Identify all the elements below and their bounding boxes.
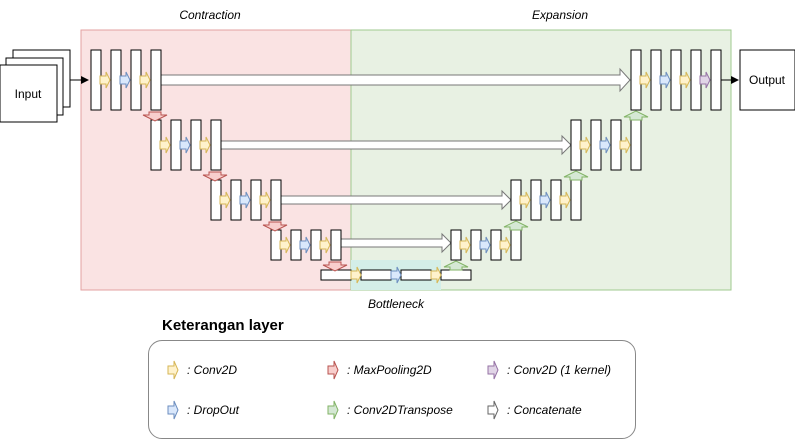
dropout-arrow: [299, 236, 311, 254]
feature-map: [510, 229, 522, 261]
input-stack: Input: [0, 49, 71, 123]
feature-map: [150, 49, 162, 111]
conv2d-arrow: [579, 136, 591, 154]
maxpooling-arrow: [262, 221, 288, 232]
maxpooling-arrow: [322, 261, 348, 272]
conv2d-arrow: [639, 71, 651, 89]
dropout-arrow: [599, 136, 611, 154]
conv2d-1kernel-arrow: [699, 71, 711, 89]
conv2d-arrow: [350, 266, 362, 284]
layer-arrows: [99, 71, 711, 284]
feature-map: [630, 119, 642, 171]
conv2d-arrow: [199, 136, 211, 154]
dropout-arrow: [659, 71, 671, 89]
feature-map: [570, 179, 582, 221]
legend-box: [148, 340, 636, 439]
conv2d-arrow: [499, 236, 511, 254]
conv2d-arrow: [459, 236, 471, 254]
conv2d-arrow: [159, 136, 171, 154]
feature-map: [320, 269, 352, 281]
output-label: Output: [749, 73, 786, 87]
conv2d-arrow: [279, 236, 291, 254]
output-box: [739, 49, 795, 111]
conv2d-arrow: [519, 191, 531, 209]
feature-map: [360, 269, 392, 281]
conv2d-arrow: [259, 191, 271, 209]
maxpooling-arrow: [202, 171, 228, 182]
concatenate-arrow: [220, 134, 572, 156]
conv2d-arrow: [679, 71, 691, 89]
legend-title: Keterangan layer: [162, 317, 284, 334]
bottleneck-label: Bottleneck: [368, 297, 425, 311]
concatenate-arrow: [160, 67, 631, 93]
feature-map: [330, 229, 342, 261]
feature-map: [210, 119, 222, 171]
conv2dtranspose-arrow: [443, 260, 469, 271]
skip-connections: [160, 67, 631, 254]
dropout-arrow: [539, 191, 551, 209]
conv2d-arrow: [559, 191, 571, 209]
conv2dtranspose-arrow: [563, 170, 589, 181]
feature-map: [270, 179, 282, 221]
dropout-arrow: [390, 266, 402, 284]
dropout-arrow: [179, 136, 191, 154]
conv2d-arrow: [319, 236, 331, 254]
conv2d-arrow: [99, 71, 111, 89]
conv2dtranspose-arrow: [623, 110, 649, 121]
dropout-arrow: [119, 71, 131, 89]
conv2d-arrow: [139, 71, 151, 89]
concatenate-arrow: [340, 232, 452, 254]
conv2d-arrow: [430, 266, 442, 284]
input-label: Input: [15, 87, 42, 101]
feature-map: [440, 269, 472, 281]
layer-blocks: [90, 49, 722, 281]
feature-map: [710, 49, 722, 111]
maxpooling-arrow: [142, 111, 168, 122]
conv2dtranspose-arrow: [503, 220, 529, 231]
dropout-arrow: [239, 191, 251, 209]
expansion-label: Expansion: [532, 8, 588, 22]
concatenate-arrow: [280, 189, 512, 211]
dropout-arrow: [479, 236, 491, 254]
conv2d-arrow: [219, 191, 231, 209]
contraction-label: Contraction: [179, 8, 241, 22]
feature-map: [400, 269, 432, 281]
conv2d-arrow: [619, 136, 631, 154]
